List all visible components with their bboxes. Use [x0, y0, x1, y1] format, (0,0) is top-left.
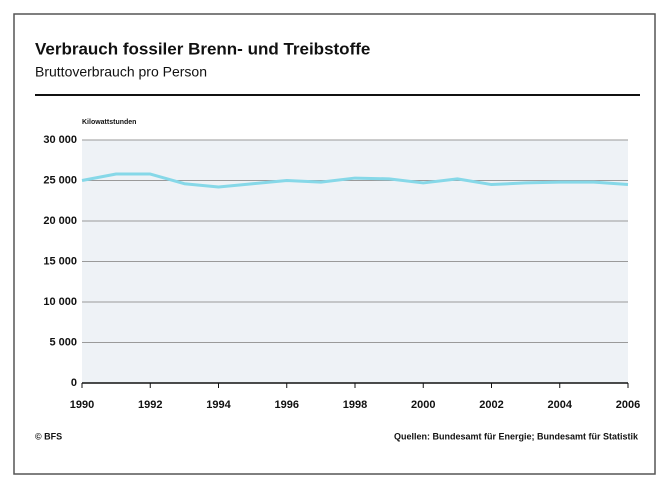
x-tick-label: 2006: [616, 399, 640, 411]
chart-subtitle: Bruttoverbrauch pro Person: [35, 64, 207, 80]
x-tick-label: 1998: [343, 399, 367, 411]
y-tick-label: 0: [71, 377, 77, 389]
x-tick-label: 1996: [275, 399, 299, 411]
x-tick-label: 2004: [548, 399, 573, 411]
y-tick-label: 5 000: [49, 336, 77, 348]
y-tick-label: 25 000: [43, 174, 77, 186]
y-tick-label: 10 000: [43, 296, 77, 308]
x-tick-label: 1990: [70, 399, 94, 411]
x-tick-label: 2000: [411, 399, 435, 411]
x-tick-label: 2002: [479, 399, 503, 411]
y-tick-label: 20 000: [43, 215, 77, 227]
x-tick-label: 1994: [206, 399, 231, 411]
data-line: [81, 172, 629, 189]
y-tick-label: 15 000: [43, 255, 77, 267]
source: Quellen: Bundesamt für Energie; Bundesam…: [394, 431, 639, 441]
y-tick-label: 30 000: [43, 134, 77, 146]
x-tick-label: 1992: [138, 399, 162, 411]
y-axis-label: Kilowattstunden: [82, 119, 136, 126]
chart-title: Verbrauch fossiler Brenn- und Treibstoff…: [35, 39, 370, 58]
copyright: © BFS: [35, 431, 62, 441]
